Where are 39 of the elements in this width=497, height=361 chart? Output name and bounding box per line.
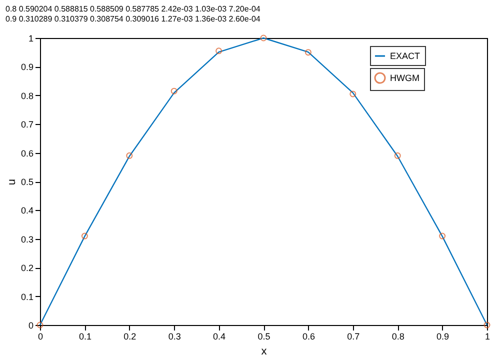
y-tick-label: 0.7: [20, 120, 34, 130]
point: [36, 322, 44, 328]
legend-label: HWGM: [390, 73, 420, 83]
y-tick-label: 0.6: [20, 148, 34, 158]
x-axis-title: x: [261, 346, 268, 358]
x-tick-label: 0.1: [78, 332, 92, 342]
y-tick-label: 0.9: [20, 62, 34, 72]
point: [126, 152, 133, 159]
point: [216, 48, 222, 54]
x-tick-label: 0.6: [302, 332, 315, 342]
y-tick-label: 1: [28, 34, 34, 44]
point: [260, 34, 267, 42]
x-tick-label: 0: [38, 332, 44, 342]
x-tick-label: 0.7: [347, 332, 360, 342]
point: [304, 49, 312, 56]
point: [394, 152, 401, 159]
point: [81, 232, 88, 240]
y-tick-label: 0.8: [20, 90, 34, 101]
point: [170, 88, 178, 94]
x-tick-label: 0.5: [258, 332, 270, 342]
x-tick-label: 1: [484, 332, 490, 342]
x-tick-label: 0.3: [168, 332, 181, 342]
y-tick-label: 0.3: [20, 234, 34, 244]
x-tick-label: 0.4: [213, 332, 226, 342]
y-tick-label: 0.1: [20, 292, 34, 302]
y-tick-label: 0.5: [20, 177, 34, 187]
x-tick-label: 0.9: [436, 332, 450, 342]
y-tick-label: 0: [28, 320, 34, 330]
point: [439, 232, 446, 240]
x-tick-label: 0.8: [392, 332, 404, 342]
y-tick-label: 0.4: [20, 206, 34, 216]
y-tick-label: 0.2: [20, 263, 34, 274]
legend-label: EXACT: [390, 51, 421, 61]
y-axis-title: u: [6, 178, 18, 186]
point: [350, 90, 356, 98]
text: 0.9 0.310289 0.310379 0.308754 0.309016 1.27e-03 1.36e-03 2.60e-04: [5, 14, 261, 24]
point: [484, 322, 490, 328]
x-tick-label: 0.2: [124, 332, 136, 342]
text: 0.8 0.590204 0.588815 0.588509 0.587785 2.42e-03 1.03e-03 7.20e-04: [5, 4, 261, 14]
